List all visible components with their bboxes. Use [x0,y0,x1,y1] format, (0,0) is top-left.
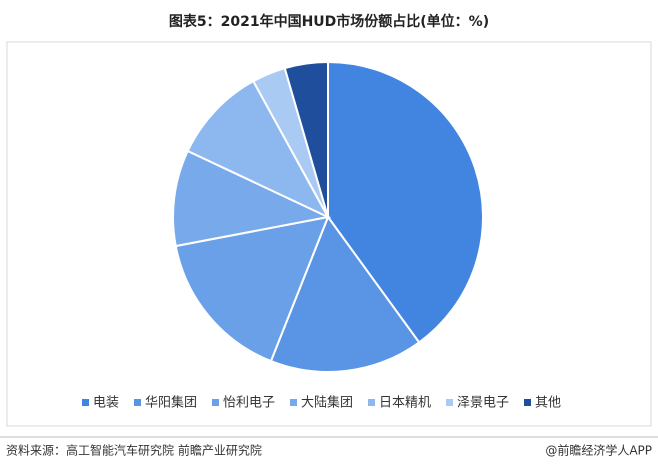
legend-swatch [290,399,297,406]
legend-swatch [446,399,453,406]
chart-title: 图表5：2021年中国HUD市场份额占比(单位：%) [169,13,489,30]
plot-frame [6,41,652,427]
pie-slice [283,60,329,218]
legend-swatch [368,399,375,406]
source: 资料来源：高工智能汽车研究院 前瞻产业研究院 [6,443,262,458]
legend-label: 泽景电子 [457,396,509,411]
pie-slice [186,79,331,220]
pie-slice [327,60,484,344]
legend-swatch [82,399,89,406]
legend-swatch [524,399,531,406]
legend-label: 怡利电子 [223,396,275,411]
pie-slice [174,215,330,363]
legend-label: 日本精机 [379,396,431,411]
brand: @前瞻经济学人APP [545,443,652,458]
pie-slice [172,149,332,248]
legend-swatch [212,399,219,406]
legend-label: 大陆集团 [301,395,353,411]
legend-label: 华阳集团 [145,395,197,411]
pie-slice [269,214,421,373]
legend-swatch [134,399,141,406]
legend-label: 其他 [535,396,561,411]
legend-label: 电装 [93,396,119,411]
